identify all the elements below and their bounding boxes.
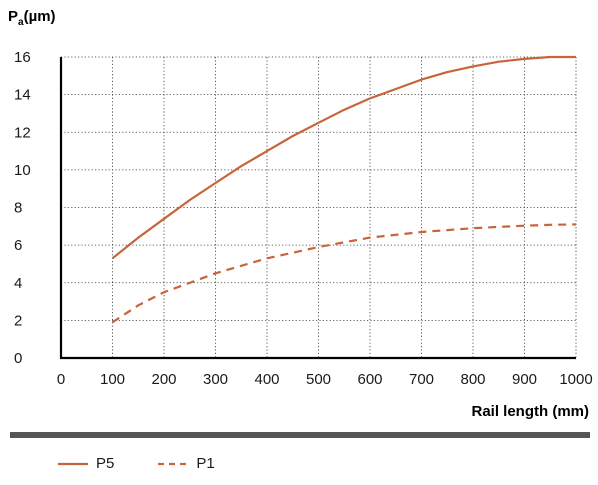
x-tick-label: 0 (57, 371, 65, 388)
y-axis-label-main: P (8, 8, 18, 25)
legend-label-p5: P5 (96, 455, 115, 472)
x-tick-label: 200 (151, 371, 176, 388)
y-tick-label: 2 (14, 312, 22, 329)
legend-label-p1: P1 (196, 455, 215, 472)
legend-swatch-dashed (158, 462, 189, 465)
y-tick-label: 10 (14, 162, 31, 179)
y-axis-label-unit: (µm) (24, 8, 56, 25)
y-tick-label: 16 (14, 49, 31, 66)
y-tick-label: 4 (14, 275, 22, 292)
x-tick-label: 700 (409, 371, 434, 388)
x-tick-label: 300 (203, 371, 228, 388)
x-tick-label: 900 (512, 371, 537, 388)
legend-item-p5: P5 (58, 455, 114, 472)
y-tick-label: 12 (14, 124, 31, 141)
y-axis-label: Pa(µm) (8, 8, 56, 28)
legend-swatch-solid (58, 462, 88, 465)
legend: P5 P1 (58, 455, 259, 472)
y-axis-label-sub: a (18, 17, 24, 28)
x-tick-label: 1000 (559, 371, 592, 388)
y-tick-label: 14 (14, 87, 31, 104)
series-line-p1 (111, 223, 577, 324)
x-tick-label: 600 (357, 371, 382, 388)
y-tick-label: 6 (14, 237, 22, 254)
series-line-p5 (111, 55, 576, 260)
x-tick-label: 500 (306, 371, 331, 388)
x-tick-label: 400 (254, 371, 279, 388)
series-lines (111, 55, 577, 324)
legend-item-p1: P1 (158, 455, 215, 472)
grid (61, 56, 577, 358)
legend-separator-bar (10, 432, 590, 438)
x-axis-label: Rail length (mm) (471, 403, 589, 420)
y-tick-label: 8 (14, 200, 22, 217)
x-tick-label: 800 (460, 371, 485, 388)
tick-labels: 0 2 4 6 8 10 12 14 16 0 100 200 300 400 500 600 700 800 90… (14, 49, 593, 388)
y-tick-label: 0 (14, 350, 22, 367)
x-tick-label: 100 (100, 371, 125, 388)
axes (59, 57, 576, 360)
